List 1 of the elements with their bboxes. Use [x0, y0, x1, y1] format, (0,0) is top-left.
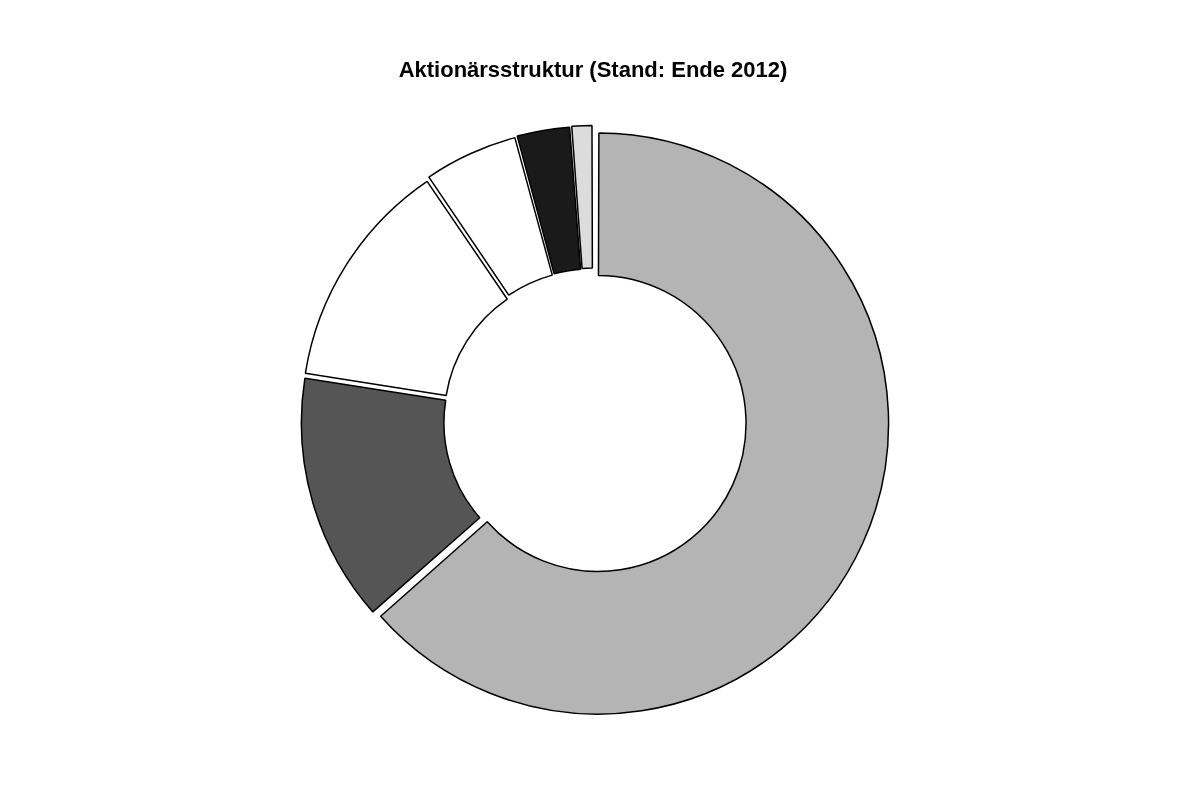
- chart-title: Aktionärsstruktur (Stand: Ende 2012): [398, 57, 788, 83]
